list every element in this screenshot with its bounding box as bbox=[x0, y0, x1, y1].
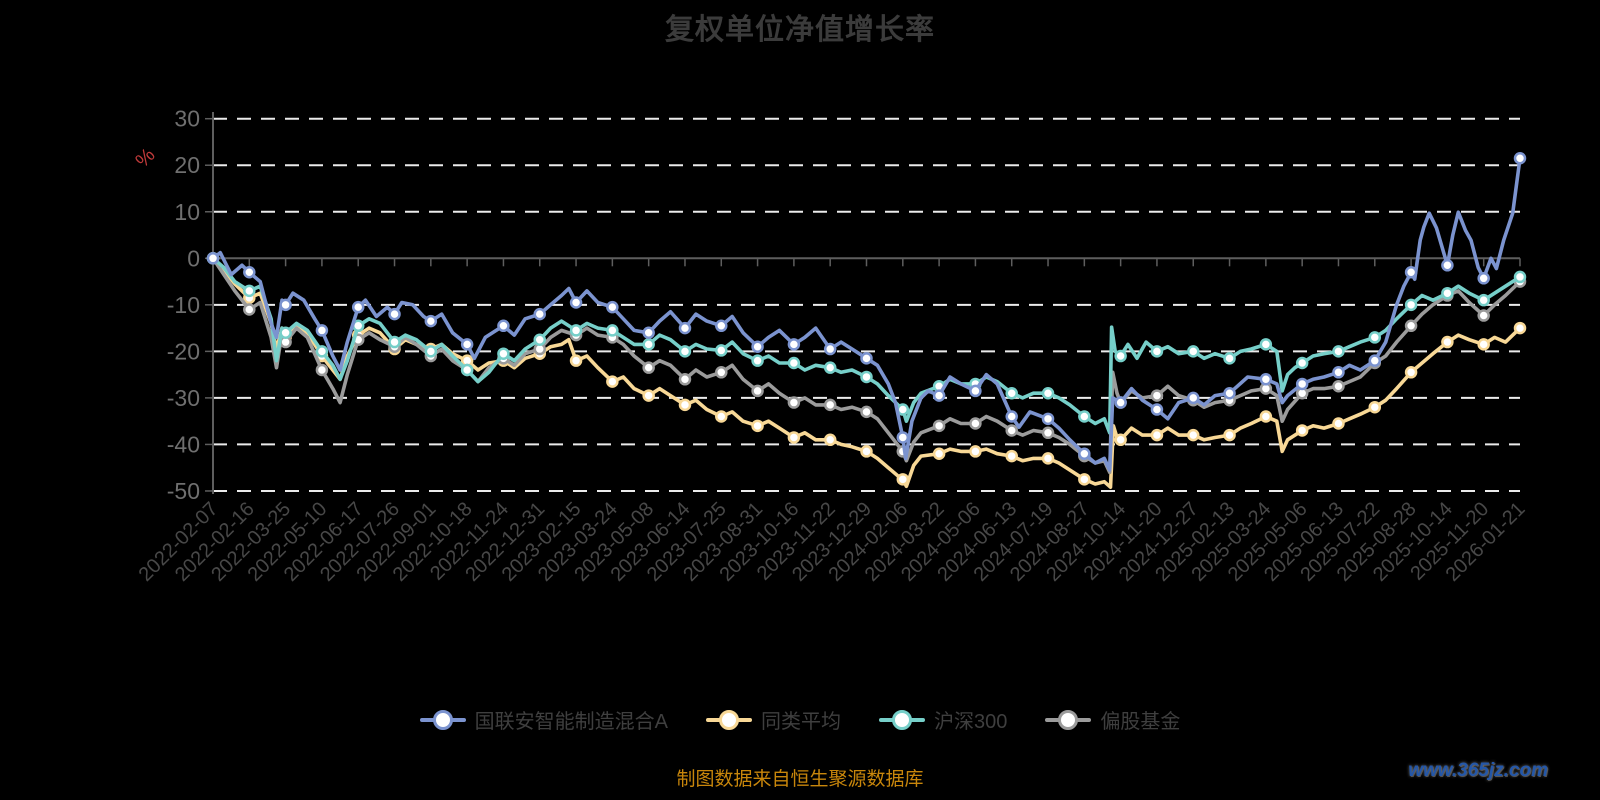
csi300-series-marker-icon bbox=[878, 709, 925, 731]
legend-item-label: 国联安智能制造混合A bbox=[474, 711, 668, 733]
svg-text:-20: -20 bbox=[167, 338, 200, 364]
legend-item-csi300[interactable]: 沪深300 bbox=[878, 705, 1008, 734]
svg-text:-40: -40 bbox=[167, 431, 200, 457]
svg-text:30: 30 bbox=[174, 106, 200, 132]
watermark-link[interactable]: www.365jz.com bbox=[1408, 760, 1548, 781]
legend: 国联安智能制造混合A 同类平均 沪深300 偏股基金 bbox=[0, 705, 1600, 734]
legend-item-fund[interactable]: 国联安智能制造混合A bbox=[419, 705, 668, 734]
legend-item-peer-average[interactable]: 同类平均 bbox=[705, 705, 841, 734]
equity-funds-series-marker-icon bbox=[1045, 709, 1092, 731]
legend-item-equity-funds[interactable]: 偏股基金 bbox=[1045, 705, 1180, 734]
svg-text:0: 0 bbox=[187, 245, 200, 271]
legend-item-label: 沪深300 bbox=[933, 711, 1008, 733]
svg-text:-30: -30 bbox=[167, 385, 200, 411]
svg-text:-10: -10 bbox=[167, 292, 200, 318]
legend-item-label: 偏股基金 bbox=[1100, 711, 1181, 733]
peer-average-series-marker-icon bbox=[705, 709, 752, 731]
svg-text:10: 10 bbox=[174, 199, 200, 225]
page-title: 复权单位净值增长率 bbox=[664, 14, 935, 46]
svg-text:-50: -50 bbox=[167, 478, 200, 504]
legend-item-label: 同类平均 bbox=[760, 711, 841, 733]
fund-series-marker-icon bbox=[419, 709, 466, 731]
data-source-note: 制图数据来自恒生聚源数据库 bbox=[676, 769, 924, 790]
svg-text:20: 20 bbox=[174, 152, 200, 178]
